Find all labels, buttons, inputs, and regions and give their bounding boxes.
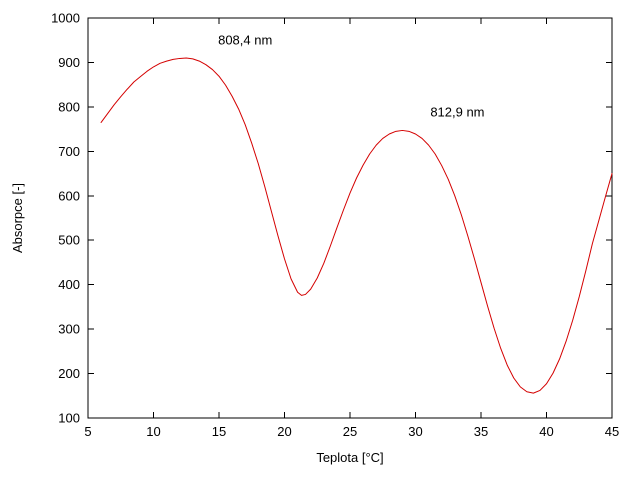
peak-annotation: 812,9 nm (430, 105, 484, 120)
y-tick-label: 400 (58, 277, 80, 292)
y-axis-label: Absorpce [-] (10, 183, 25, 253)
y-tick-label: 100 (58, 411, 80, 426)
peak-annotation: 808,4 nm (218, 33, 272, 48)
y-tick-label: 200 (58, 366, 80, 381)
y-tick-label: 500 (58, 233, 80, 248)
x-tick-label: 35 (474, 424, 488, 439)
x-axis-label: Teplota [°C] (316, 450, 383, 465)
plot-border (87, 17, 613, 419)
x-tick-label: 5 (84, 424, 91, 439)
x-tick-label: 40 (539, 424, 553, 439)
x-tick-label: 30 (408, 424, 422, 439)
x-tick-label: 20 (277, 424, 291, 439)
x-tick-label: 45 (605, 424, 619, 439)
y-tick-label: 300 (58, 322, 80, 337)
x-tick-label: 15 (212, 424, 226, 439)
y-tick-label: 800 (58, 99, 80, 114)
series-line-absorbance (100, 57, 613, 394)
y-tick-label: 600 (58, 188, 80, 203)
x-tick-label: 25 (343, 424, 357, 439)
y-tick-label: 700 (58, 144, 80, 159)
y-tick-label: 900 (58, 55, 80, 70)
x-tick-label: 10 (146, 424, 160, 439)
y-tick-label: 1000 (51, 11, 80, 26)
